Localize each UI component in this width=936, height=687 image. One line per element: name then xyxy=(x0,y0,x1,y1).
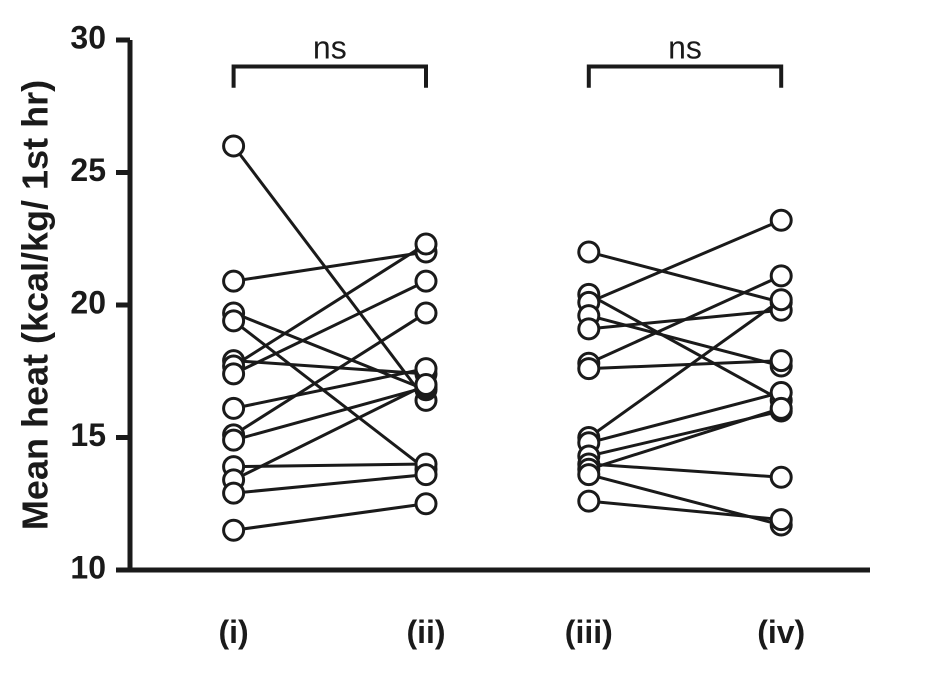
point-i xyxy=(224,483,244,503)
point-ii xyxy=(416,465,436,485)
point-iv xyxy=(771,467,791,487)
point-i xyxy=(224,364,244,384)
point-iv xyxy=(771,290,791,310)
point-iii xyxy=(579,465,599,485)
point-iv xyxy=(771,210,791,230)
point-iii xyxy=(579,491,599,511)
point-ii xyxy=(416,494,436,514)
point-iv xyxy=(771,351,791,371)
y-axis-title: Mean heat (kcal/kg/ 1st hr) xyxy=(15,80,56,530)
x-category-label: (iii) xyxy=(565,614,613,650)
point-iv xyxy=(771,266,791,286)
y-tick-label: 20 xyxy=(70,284,106,320)
point-i xyxy=(224,311,244,331)
point-i xyxy=(224,398,244,418)
x-category-label: (i) xyxy=(218,614,248,650)
point-ii xyxy=(416,271,436,291)
point-i xyxy=(224,136,244,156)
y-tick-label: 25 xyxy=(70,152,106,188)
point-ii xyxy=(416,303,436,323)
x-category-label: (iv) xyxy=(757,614,805,650)
point-iv xyxy=(771,510,791,530)
point-iii xyxy=(579,359,599,379)
point-i xyxy=(224,271,244,291)
significance-label: ns xyxy=(668,30,702,66)
point-i xyxy=(224,430,244,450)
y-tick-label: 10 xyxy=(70,549,106,585)
point-i xyxy=(224,520,244,540)
x-category-label: (ii) xyxy=(406,614,445,650)
point-iii xyxy=(579,242,599,262)
y-tick-label: 15 xyxy=(70,417,106,453)
chart-background xyxy=(0,0,936,687)
significance-label: ns xyxy=(313,30,347,66)
point-ii xyxy=(416,375,436,395)
point-ii xyxy=(416,234,436,254)
point-iii xyxy=(579,319,599,339)
y-tick-label: 30 xyxy=(70,19,106,55)
point-iv xyxy=(771,398,791,418)
